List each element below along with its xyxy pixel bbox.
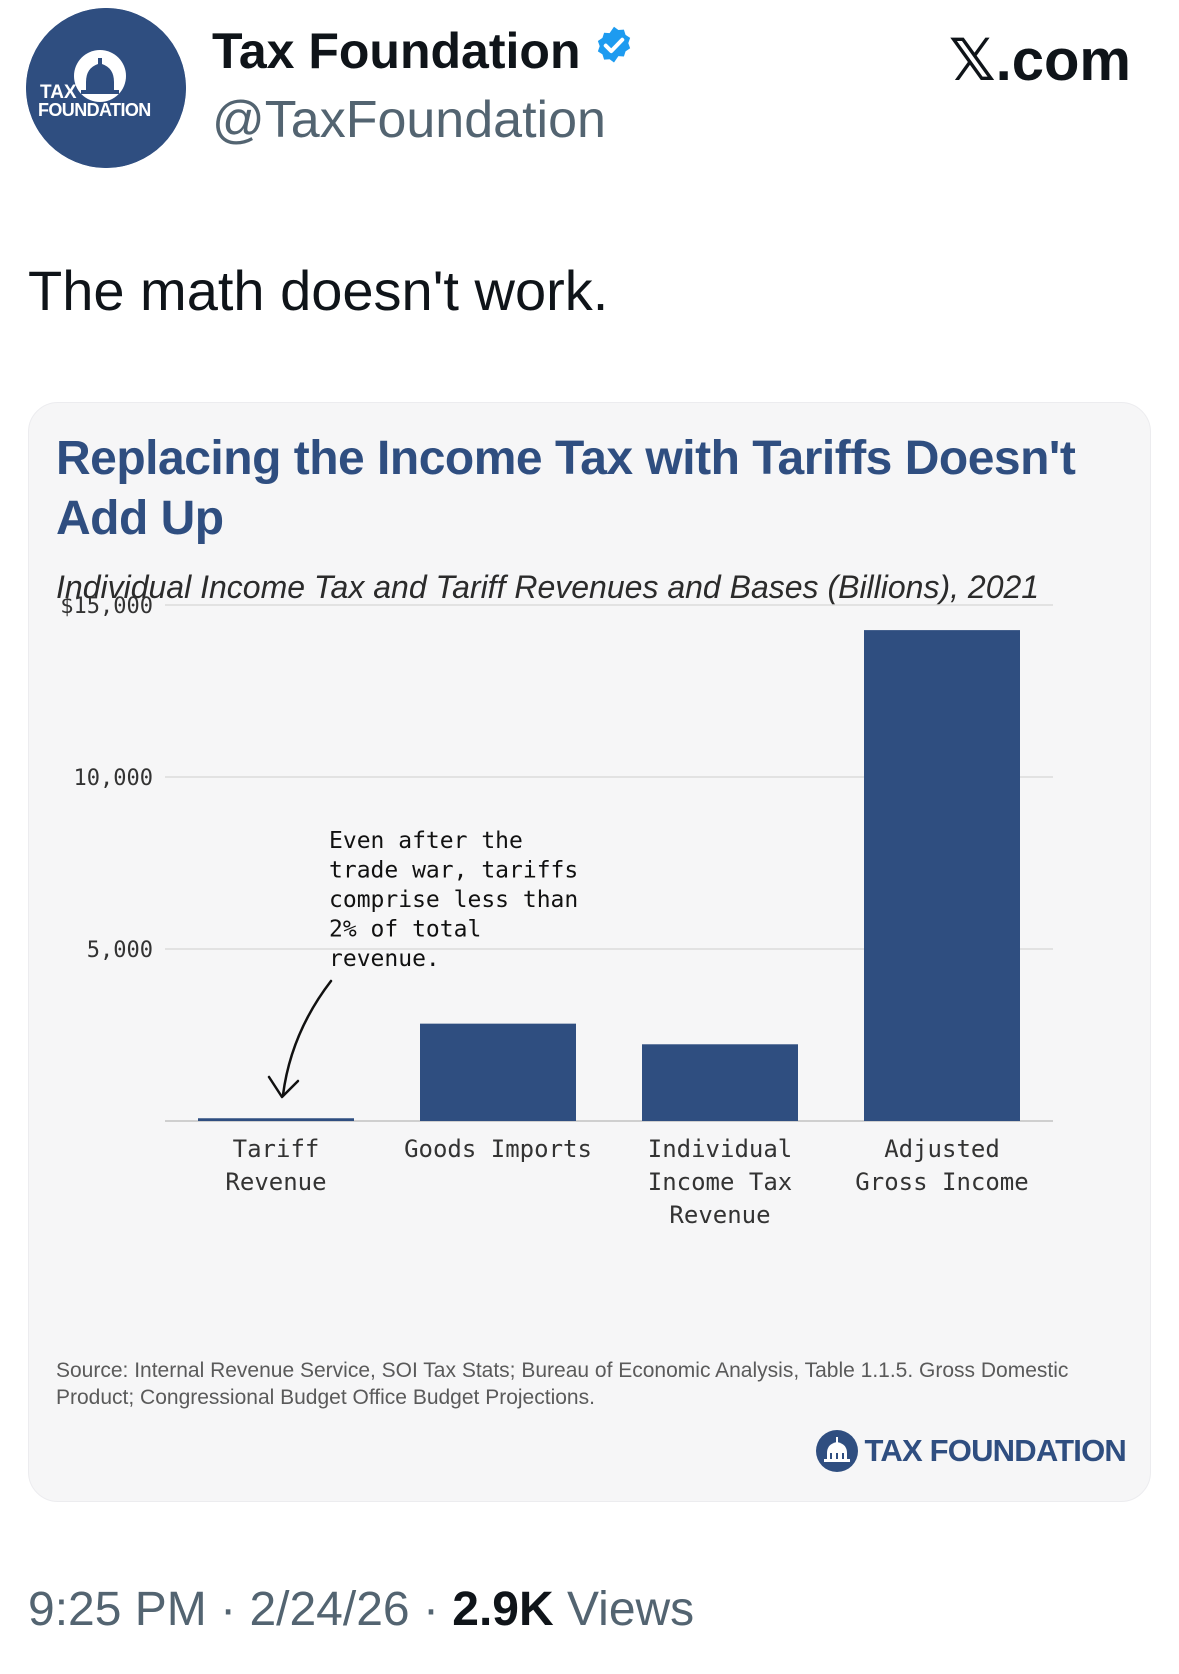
x-tick-label: Gross Income (855, 1168, 1028, 1196)
views-count: 2.9K (452, 1583, 554, 1636)
footer-logo: TAX FOUNDATION (815, 1429, 1127, 1473)
bar (642, 1044, 798, 1121)
chart-annotation-text: 2% of total (329, 917, 481, 943)
footer-logo-text: TAX FOUNDATION (864, 1433, 1127, 1468)
author-name-text[interactable]: Tax Foundation (212, 23, 581, 79)
chart-image-card[interactable]: Replacing the Income Tax with Tariffs Do… (28, 402, 1151, 1502)
x-tick-label: Goods Imports (404, 1135, 592, 1163)
avatar-text-foundation: FOUNDATION (38, 100, 151, 120)
x-tick-label: Revenue (669, 1201, 770, 1229)
bar (198, 1118, 354, 1121)
tweet-text: The math doesn't work. (28, 259, 609, 322)
x-tick-label: Individual (648, 1135, 793, 1163)
y-tick-label: $15,000 (60, 594, 153, 619)
x-tick-label: Revenue (225, 1168, 326, 1196)
annotation-arrow (281, 979, 333, 1097)
x-tick-label: Adjusted (884, 1135, 1000, 1163)
verified-badge-icon (592, 22, 636, 80)
y-tick-label: 5,000 (87, 938, 153, 963)
chart-annotation-text: revenue. (329, 946, 440, 972)
meta-separator: · (422, 1583, 439, 1636)
x-logo-icon[interactable]: 𝕏.com (949, 26, 1131, 94)
bar (420, 1023, 576, 1121)
x-tick-label: Tariff (233, 1135, 320, 1163)
annotation-arrowhead (267, 1075, 300, 1099)
site-label: 𝕏.com (948, 28, 1131, 93)
bar (864, 630, 1020, 1121)
x-tick-label: Income Tax (648, 1168, 793, 1196)
meta-separator: · (220, 1583, 237, 1636)
chart-title: Replacing the Income Tax with Tariffs Do… (56, 432, 1076, 545)
chart-source: Source: Internal Revenue Service, SOI Ta… (56, 1359, 1069, 1409)
tax-foundation-logo: TAX FOUNDATION (26, 8, 186, 168)
chart-subtitle: Individual Income Tax and Tariff Revenue… (56, 569, 1040, 605)
author-handle[interactable]: @TaxFoundation (212, 91, 606, 149)
bar-chart: $15,000 10,000 5,000 Tariff Revenue Goods Imp… (60, 594, 1053, 1229)
chart-annotation-text: comprise less than (329, 887, 578, 913)
avatar[interactable]: TAX FOUNDATION (26, 8, 186, 168)
views-label: Views (567, 1583, 695, 1636)
author-name[interactable]: Tax Foundation (212, 22, 636, 80)
tweet-date[interactable]: 2/24/26 (249, 1583, 410, 1636)
capitol-logo-icon (815, 1430, 858, 1472)
avatar-text-tax: TAX (40, 82, 77, 103)
chart-annotation-text: trade war, tariffs (329, 858, 578, 884)
chart-annotation-text: Even after the (329, 828, 523, 854)
tweet-time[interactable]: 9:25 PM (28, 1583, 207, 1636)
tweet-meta: 9:25 PM · 2/24/26 · 2.9K Views (28, 1582, 694, 1637)
y-tick-label: 10,000 (74, 766, 153, 791)
